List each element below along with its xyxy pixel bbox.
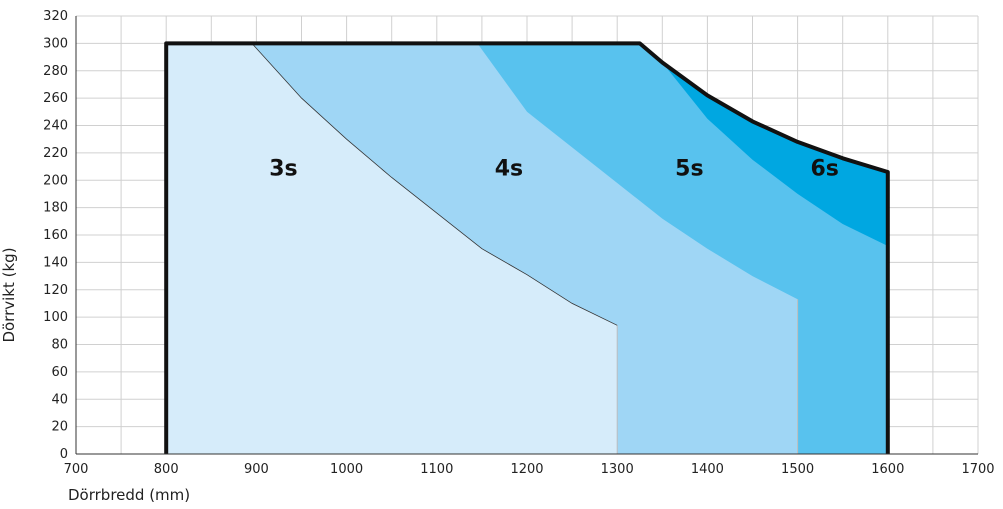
zone-6s bbox=[662, 62, 888, 246]
y-axis-label: Dörrvikt (kg) bbox=[0, 247, 18, 342]
x-tick-label: 1100 bbox=[420, 462, 453, 477]
curve-3s bbox=[251, 43, 618, 326]
x-tick-label: 1200 bbox=[510, 462, 543, 477]
y-tick-label: 120 bbox=[43, 283, 68, 298]
x-tick-label: 800 bbox=[154, 462, 179, 477]
y-tick-label: 80 bbox=[51, 338, 68, 353]
y-tick-label: 180 bbox=[43, 201, 68, 216]
y-tick-label: 20 bbox=[51, 420, 68, 435]
axes bbox=[75, 16, 978, 455]
y-tick-label: 100 bbox=[43, 310, 68, 325]
x-tick-label: 1600 bbox=[871, 462, 904, 477]
y-tick-label: 160 bbox=[43, 228, 68, 243]
zone-labels: 3s 4s 5s 6s bbox=[269, 156, 839, 181]
x-axis-label: Dörrbredd (mm) bbox=[68, 486, 190, 504]
tick-labels: 700 800 900 1000 1100 1200 1300 1400 1500 1600 170… bbox=[43, 9, 994, 477]
y-tick-label: 280 bbox=[43, 64, 68, 79]
y-tick-label: 220 bbox=[43, 146, 68, 161]
envelope bbox=[164, 41, 890, 454]
zone-3s bbox=[166, 43, 618, 455]
y-tick-label: 0 bbox=[60, 447, 68, 462]
y-tick-label: 320 bbox=[43, 9, 68, 24]
zone-label-3s: 3s bbox=[269, 156, 297, 181]
x-tick-label: 1300 bbox=[601, 462, 634, 477]
zones bbox=[166, 43, 888, 455]
y-tick-label: 300 bbox=[43, 36, 68, 51]
y-tick-label: 60 bbox=[51, 365, 68, 380]
zone-label-6s: 6s bbox=[810, 156, 838, 181]
x-tick-label: 700 bbox=[64, 462, 89, 477]
x-tick-label: 1700 bbox=[961, 462, 994, 477]
x-tick-label: 1000 bbox=[330, 462, 363, 477]
y-tick-label: 140 bbox=[43, 255, 68, 270]
zone-dividers bbox=[251, 43, 799, 454]
y-tick-label: 200 bbox=[43, 173, 68, 188]
zone-label-5s: 5s bbox=[675, 156, 703, 181]
envelope-outline bbox=[164, 41, 890, 454]
y-tick-label: 40 bbox=[51, 392, 68, 407]
y-tick-label: 240 bbox=[43, 119, 68, 134]
zone-label-4s: 4s bbox=[495, 156, 523, 181]
x-tick-label: 1400 bbox=[691, 462, 724, 477]
x-tick-label: 900 bbox=[244, 462, 269, 477]
y-tick-label: 260 bbox=[43, 91, 68, 106]
x-tick-label: 1500 bbox=[781, 462, 814, 477]
